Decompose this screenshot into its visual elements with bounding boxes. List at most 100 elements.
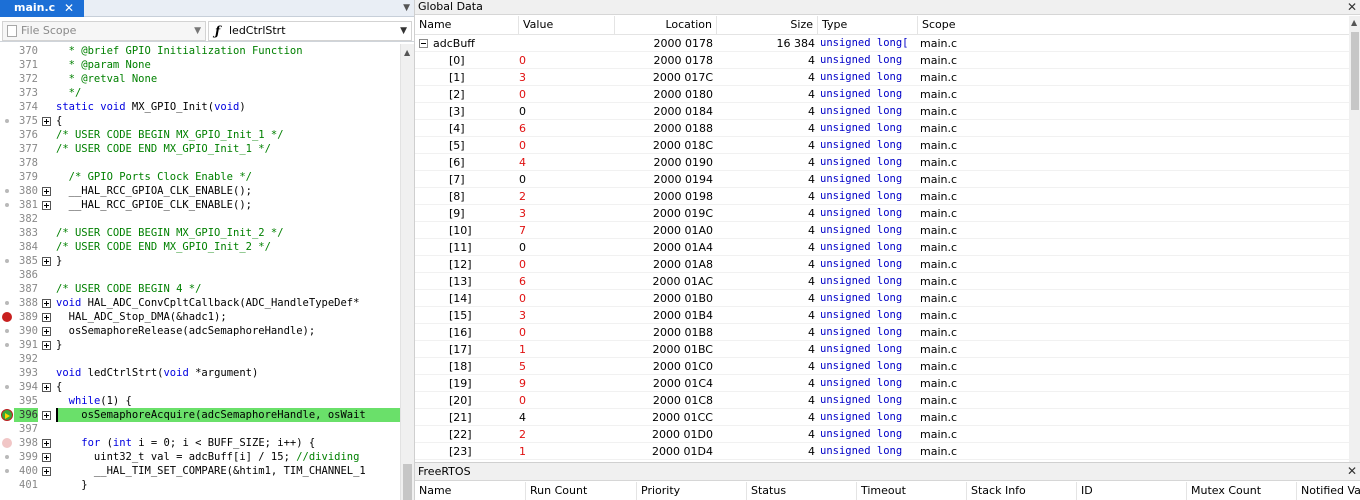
code-line[interactable]: 393 void ledCtrlStrt(void *argument) bbox=[0, 366, 400, 380]
code-line[interactable]: 390 osSemaphoreRelease(adcSemaphoreHandl… bbox=[0, 324, 400, 338]
code-line[interactable]: 398 for (int i = 0; i < BUFF_SIZE; i++) … bbox=[0, 436, 400, 450]
code-line[interactable]: 382 bbox=[0, 212, 400, 226]
code-area[interactable]: 370 * @brief GPIO Initialization Functio… bbox=[0, 44, 400, 500]
scroll-up-icon[interactable]: ▲ bbox=[1351, 18, 1358, 27]
column-header-notified-value[interactable]: Notified Va bbox=[1301, 484, 1360, 497]
table-row[interactable]: [10] 7 2000 01A0 4 unsigned long main.c bbox=[415, 222, 1349, 239]
global-data-scrollbar[interactable]: ▲ bbox=[1349, 16, 1360, 462]
tab-list-dropdown-icon[interactable]: ▼ bbox=[403, 3, 410, 13]
expand-icon[interactable] bbox=[42, 453, 51, 462]
code-line[interactable]: 391} bbox=[0, 338, 400, 352]
breakpoint-icon[interactable] bbox=[2, 312, 12, 322]
table-row[interactable]: [18] 5 2000 01C0 4 unsigned long main.c bbox=[415, 358, 1349, 375]
expand-icon[interactable] bbox=[42, 313, 51, 322]
column-header-location[interactable]: Location bbox=[615, 16, 717, 35]
disabled-breakpoint-icon[interactable] bbox=[2, 438, 12, 448]
close-icon[interactable]: ✕ bbox=[1346, 0, 1357, 14]
column-header-id[interactable]: ID bbox=[1077, 482, 1187, 500]
expand-icon[interactable] bbox=[42, 201, 51, 210]
code-line[interactable]: 385} bbox=[0, 254, 400, 268]
table-row[interactable]: [9] 3 2000 019C 4 unsigned long main.c bbox=[415, 205, 1349, 222]
expand-icon[interactable] bbox=[42, 327, 51, 336]
table-row[interactable]: [1] 3 2000 017C 4 unsigned long main.c bbox=[415, 69, 1349, 86]
table-row[interactable]: [11] 0 2000 01A4 4 unsigned long main.c bbox=[415, 239, 1349, 256]
column-header-value[interactable]: Value bbox=[519, 16, 615, 35]
expand-icon[interactable] bbox=[42, 257, 51, 266]
column-header-scope[interactable]: Scope bbox=[922, 18, 956, 31]
expand-icon[interactable] bbox=[42, 467, 51, 476]
line-marker-icon[interactable] bbox=[5, 343, 9, 347]
code-line[interactable]: 400 __HAL_TIM_SET_COMPARE(&htim1, TIM_CH… bbox=[0, 464, 400, 478]
collapse-icon[interactable] bbox=[419, 39, 428, 48]
expand-icon[interactable] bbox=[42, 341, 51, 350]
scroll-up-icon[interactable]: ▲ bbox=[404, 48, 411, 57]
column-header-stack-info[interactable]: Stack Info bbox=[967, 482, 1077, 500]
code-line[interactable]: 380 __HAL_RCC_GPIOA_CLK_ENABLE(); bbox=[0, 184, 400, 198]
table-row[interactable]: [21] 4 2000 01CC 4 unsigned long main.c bbox=[415, 409, 1349, 426]
column-header-name[interactable]: Name bbox=[415, 482, 526, 500]
code-line[interactable]: 370 * @brief GPIO Initialization Functio… bbox=[0, 44, 400, 58]
line-marker-icon[interactable] bbox=[5, 455, 9, 459]
table-row[interactable]: [7] 0 2000 0194 4 unsigned long main.c bbox=[415, 171, 1349, 188]
code-line[interactable]: 373 */ bbox=[0, 86, 400, 100]
code-line[interactable]: 381 __HAL_RCC_GPIOE_CLK_ENABLE(); bbox=[0, 198, 400, 212]
expand-icon[interactable] bbox=[42, 383, 51, 392]
code-line[interactable]: 376 /* USER CODE BEGIN MX_GPIO_Init_1 */ bbox=[0, 128, 400, 142]
column-header-priority[interactable]: Priority bbox=[637, 482, 747, 500]
code-line[interactable]: 386 bbox=[0, 268, 400, 282]
code-line[interactable]: 383 /* USER CODE BEGIN MX_GPIO_Init_2 */ bbox=[0, 226, 400, 240]
expand-icon[interactable] bbox=[42, 439, 51, 448]
table-row[interactable]: [16] 0 2000 01B8 4 unsigned long main.c bbox=[415, 324, 1349, 341]
code-line[interactable]: 375 { bbox=[0, 114, 400, 128]
code-line[interactable]: 387 /* USER CODE BEGIN 4 */ bbox=[0, 282, 400, 296]
column-header-type[interactable]: Type bbox=[818, 16, 918, 35]
code-line[interactable]: 401 } bbox=[0, 478, 400, 492]
expand-icon[interactable] bbox=[42, 411, 51, 420]
code-line[interactable]: 371 * @param None bbox=[0, 58, 400, 72]
line-marker-icon[interactable] bbox=[5, 189, 9, 193]
column-header-name[interactable]: Name bbox=[415, 16, 519, 35]
tab-main-c[interactable]: main.c ✕ bbox=[0, 0, 84, 17]
line-marker-icon[interactable] bbox=[5, 119, 9, 123]
code-line[interactable]: 379 /* GPIO Ports Clock Enable */ bbox=[0, 170, 400, 184]
column-header-mutex-count[interactable]: Mutex Count bbox=[1187, 482, 1297, 500]
code-line[interactable]: 388 void HAL_ADC_ConvCpltCallback(ADC_Han… bbox=[0, 296, 400, 310]
table-row[interactable]: [12] 0 2000 01A8 4 unsigned long main.c bbox=[415, 256, 1349, 273]
scroll-thumb[interactable] bbox=[403, 464, 412, 500]
table-row[interactable]: [3] 0 2000 0184 4 unsigned long main.c bbox=[415, 103, 1349, 120]
current-code-line[interactable]: 396 osSemaphoreAcquire(adcSemaphoreHandl… bbox=[0, 408, 400, 422]
table-row[interactable]: [8] 2 2000 0198 4 unsigned long main.c bbox=[415, 188, 1349, 205]
table-row[interactable]: [17] 1 2000 01BC 4 unsigned long main.c bbox=[415, 341, 1349, 358]
expand-icon[interactable] bbox=[42, 117, 51, 126]
table-row[interactable]: [2] 0 2000 0180 4 unsigned long main.c bbox=[415, 86, 1349, 103]
current-execution-arrow-icon[interactable] bbox=[1, 409, 13, 421]
line-marker-icon[interactable] bbox=[5, 301, 9, 305]
close-icon[interactable]: ✕ bbox=[1346, 464, 1357, 478]
table-row[interactable]: [20] 0 2000 01C8 4 unsigned long main.c bbox=[415, 392, 1349, 409]
line-marker-icon[interactable] bbox=[5, 259, 9, 263]
column-header-timeout[interactable]: Timeout bbox=[857, 482, 967, 500]
table-row[interactable]: [4] 6 2000 0188 4 unsigned long main.c bbox=[415, 120, 1349, 137]
column-header-status[interactable]: Status bbox=[747, 482, 857, 500]
code-line[interactable]: 397 bbox=[0, 422, 400, 436]
line-marker-icon[interactable] bbox=[5, 385, 9, 389]
table-row[interactable]: [19] 9 2000 01C4 4 unsigned long main.c bbox=[415, 375, 1349, 392]
line-marker-icon[interactable] bbox=[5, 329, 9, 333]
code-line[interactable]: 372 * @retval None bbox=[0, 72, 400, 86]
scroll-thumb[interactable] bbox=[1351, 32, 1359, 110]
column-header-size[interactable]: Size bbox=[717, 16, 818, 35]
table-row[interactable]: [14] 0 2000 01B0 4 unsigned long main.c bbox=[415, 290, 1349, 307]
editor-scrollbar[interactable]: ▲ bbox=[400, 44, 414, 500]
code-line[interactable]: 392 bbox=[0, 352, 400, 366]
code-line[interactable]: 399 uint32_t val = adcBuff[i] / 15; //di… bbox=[0, 450, 400, 464]
table-row[interactable]: [15] 3 2000 01B4 4 unsigned long main.c bbox=[415, 307, 1349, 324]
column-header-run-count[interactable]: Run Count bbox=[526, 482, 637, 500]
code-line[interactable]: 389 HAL_ADC_Stop_DMA(&hadc1); bbox=[0, 310, 400, 324]
tree-row-adcbuff[interactable]: adcBuff 2000 0178 16 384 unsigned long[ … bbox=[415, 35, 1349, 52]
line-marker-icon[interactable] bbox=[5, 469, 9, 473]
table-row[interactable]: [13] 6 2000 01AC 4 unsigned long main.c bbox=[415, 273, 1349, 290]
table-row[interactable]: [5] 0 2000 018C 4 unsigned long main.c bbox=[415, 137, 1349, 154]
file-scope-dropdown[interactable]: File Scope ▼ bbox=[2, 21, 206, 41]
table-row[interactable]: [23] 1 2000 01D4 4 unsigned long main.c bbox=[415, 443, 1349, 460]
table-row[interactable]: [22] 2 2000 01D0 4 unsigned long main.c bbox=[415, 426, 1349, 443]
